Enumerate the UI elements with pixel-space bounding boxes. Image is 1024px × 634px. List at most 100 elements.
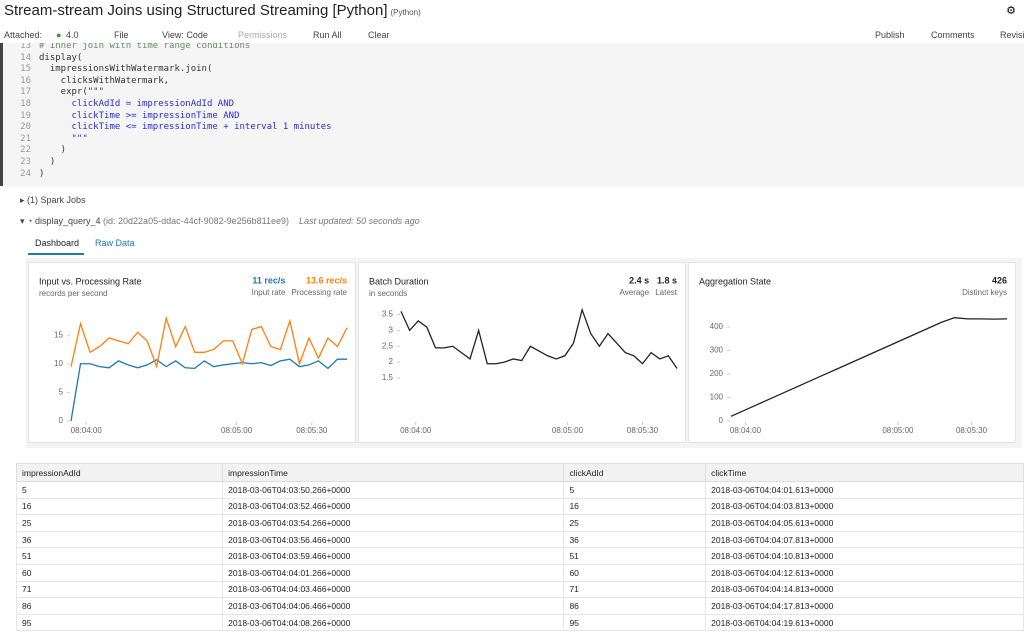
code-line: clicksWithWatermark, bbox=[39, 75, 170, 86]
table-row: 51 2018-03-06T04:03:59.466+0000 51 2018-03-… bbox=[15, 547, 1024, 565]
code-line: # Inner join with time range conditions bbox=[39, 43, 251, 51]
stat-value: 1.8 s bbox=[657, 275, 677, 285]
table-cell: 2018-03-06T04:04:12.613+0000 bbox=[705, 563, 1024, 582]
y-tick-label: 300 bbox=[710, 346, 724, 355]
table-cell: 95 bbox=[15, 613, 224, 632]
notebook-title: Stream-stream Joins using Structured Str… bbox=[4, 2, 421, 19]
comments[interactable]: Comments bbox=[931, 30, 975, 40]
chart: Batch Duration in seconds 1.8 s Latest 2.4 s… bbox=[369, 275, 678, 435]
run-all[interactable]: Run All bbox=[313, 30, 342, 40]
line-number: 24 bbox=[20, 168, 31, 179]
table-cell: 2018-03-06T04:04:03.466+0000 bbox=[222, 580, 565, 599]
series-line bbox=[70, 358, 347, 422]
table-cell: 2018-03-06T04:04:17.813+0000 bbox=[705, 597, 1024, 615]
attached: Attached: bbox=[4, 30, 43, 40]
line-number: 22 bbox=[20, 145, 31, 156]
query-id: (id: 20d22a05-ddac-44cf-9082-9e256b811ee… bbox=[103, 216, 290, 226]
table-cell: 36 bbox=[15, 530, 224, 549]
table-cell: 2018-03-06T04:04:08.266+0000 bbox=[222, 613, 565, 632]
code-cell[interactable]: 13 # Inner join with time range condition… bbox=[0, 43, 1024, 186]
table-cell: 51 bbox=[15, 547, 224, 565]
code-line: ) bbox=[39, 145, 67, 156]
table-cell: 2018-03-06T04:03:59.466+0000 bbox=[222, 547, 565, 565]
table-cell: 2018-03-06T04:04:14.813+0000 bbox=[705, 580, 1024, 599]
table-cell: 5 bbox=[563, 481, 707, 499]
chart-panel: Aggregation State 426 Distinct keys 0 100 200… bbox=[688, 262, 1016, 443]
line-number: 16 bbox=[20, 75, 31, 86]
table-cell: 5 bbox=[15, 481, 224, 499]
table-row: 95 2018-03-06T04:04:08.266+0000 95 2018-03-… bbox=[15, 613, 1024, 632]
line-number: 19 bbox=[20, 110, 31, 121]
x-tick-label: 08:04:00 bbox=[400, 426, 432, 435]
series-line bbox=[730, 317, 1008, 417]
y-tick-label: 100 bbox=[710, 393, 724, 402]
stat-label: Processing rate bbox=[291, 288, 347, 297]
revision[interactable]: Revisi bbox=[1000, 30, 1024, 40]
table-cell: 16 bbox=[563, 497, 707, 516]
code-line: clickAdId = impressionAdId AND bbox=[39, 99, 235, 109]
y-tick-label: 0 bbox=[719, 416, 724, 425]
table-body: 5 2018-03-06T04:03:50.266+0000 5 2018-03-06… bbox=[15, 481, 1024, 632]
x-tick-label: 08:05:00 bbox=[552, 426, 584, 435]
table-cell: 2018-03-06T04:04:10.813+0000 bbox=[705, 547, 1024, 565]
tab-raw-data[interactable]: Raw Data bbox=[95, 238, 135, 248]
table-cell: 60 bbox=[563, 563, 707, 582]
x-tick-label: 08:04:00 bbox=[71, 426, 103, 435]
chart-title: Batch Duration bbox=[369, 276, 429, 286]
table-cell: 71 bbox=[15, 580, 224, 599]
stat-label: Latest bbox=[655, 288, 678, 297]
table-row: 86 2018-03-06T04:04:06.466+0000 86 2018-03-… bbox=[15, 597, 1024, 615]
status-dot: ● bbox=[56, 30, 62, 40]
query-updated: Last updated: 50 seconds ago bbox=[299, 216, 420, 226]
table-cell: 60 bbox=[15, 563, 224, 582]
line-number: 15 bbox=[20, 64, 31, 75]
line-number: 23 bbox=[20, 157, 31, 167]
chart-panel: Batch Duration in seconds 1.8 s Latest 2.4 s… bbox=[358, 262, 686, 443]
settings-icon[interactable]: ⚙ bbox=[1006, 5, 1016, 17]
line-number: 18 bbox=[20, 99, 31, 109]
table-cell: 2018-03-06T04:03:52.466+0000 bbox=[222, 497, 565, 516]
spark-jobs[interactable]: ▸ (1) Spark Jobs bbox=[20, 195, 86, 205]
stat-label: Average bbox=[620, 288, 650, 297]
chart-title: Input vs. Processing Rate bbox=[39, 276, 142, 286]
result-table: impressionAdId impressionTime clickAdId cli… bbox=[15, 463, 1024, 632]
column-header: clickTime bbox=[705, 463, 1024, 482]
view-menu[interactable]: View: Code bbox=[162, 30, 208, 40]
y-tick-label: 15 bbox=[54, 330, 63, 339]
y-tick-label: 3 bbox=[389, 326, 394, 335]
x-tick-label: 08:05:30 bbox=[956, 426, 988, 435]
line-number: 13 bbox=[20, 43, 31, 51]
stat-label: Distinct keys bbox=[962, 288, 1007, 297]
clear[interactable]: Clear bbox=[368, 30, 390, 40]
stat-value: 13.6 rec/s bbox=[306, 275, 347, 285]
column-header: impressionAdId bbox=[15, 463, 224, 482]
line-number: 20 bbox=[20, 122, 31, 133]
y-tick-label: 0 bbox=[59, 416, 64, 425]
table-cell: 2018-03-06T04:03:56.466+0000 bbox=[222, 530, 565, 549]
table-cell: 71 bbox=[563, 580, 707, 599]
table-cell: 2018-03-06T04:03:50.266+0000 bbox=[222, 481, 565, 499]
table-cell: 2018-03-06T04:04:05.613+0000 bbox=[705, 514, 1024, 532]
cluster[interactable]: 4.0 bbox=[66, 30, 79, 40]
y-tick-label: 400 bbox=[710, 322, 724, 331]
chart: Input vs. Processing Rate records per sec… bbox=[39, 275, 348, 435]
code-line: display( bbox=[39, 52, 83, 63]
query-header: ▾ ◔ display_query_4 (id: 20d22a05-ddac-4… bbox=[20, 216, 420, 226]
chart: Aggregation State 426 Distinct keys 0 100 200… bbox=[699, 275, 1008, 435]
table-cell: 2018-03-06T04:04:19.613+0000 bbox=[705, 613, 1024, 632]
tab-dashboard[interactable]: Dashboard bbox=[35, 238, 80, 248]
title-text: Stream-stream Joins using Structured Str… bbox=[4, 2, 388, 19]
code-line: expr(""" bbox=[39, 87, 105, 98]
stat-value: 2.4 s bbox=[629, 275, 649, 285]
column-header: impressionTime bbox=[222, 463, 565, 482]
table-header: impressionAdId impressionTime clickAdId cli… bbox=[15, 463, 1024, 482]
code-line: impressionsWithWatermark.join( bbox=[39, 64, 213, 75]
series-line bbox=[400, 307, 678, 369]
permissions[interactable]: Permissions bbox=[238, 30, 288, 40]
y-tick-label: 3.5 bbox=[382, 310, 394, 319]
y-tick-label: 10 bbox=[54, 359, 63, 368]
code-line: ) bbox=[39, 168, 45, 179]
publish[interactable]: Publish bbox=[875, 30, 905, 40]
file-menu[interactable]: File bbox=[114, 30, 129, 40]
